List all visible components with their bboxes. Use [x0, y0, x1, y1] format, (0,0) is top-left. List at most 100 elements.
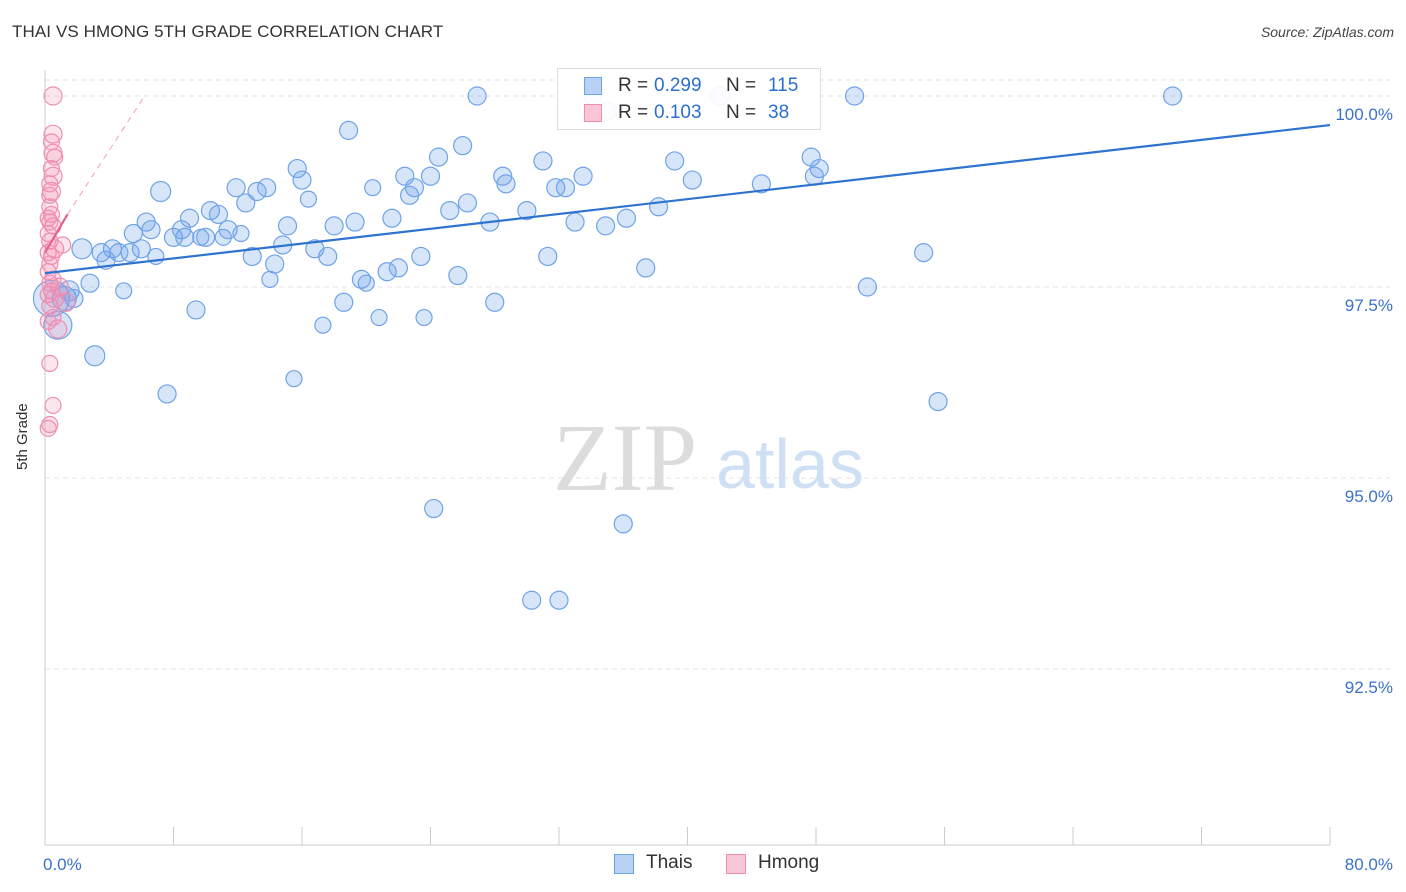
thais-point	[844, 86, 865, 106]
thais-point	[364, 179, 382, 197]
thais-point	[324, 216, 344, 236]
thais-point	[928, 392, 948, 412]
hmong-point	[56, 292, 76, 312]
thais-point	[157, 384, 177, 404]
y-axis-label: 5th Grade	[14, 403, 31, 470]
thais-point	[175, 227, 195, 247]
x-tick-label-max: 80.0%	[1345, 855, 1393, 874]
thais-point	[751, 174, 771, 194]
hmong-n-value: 38	[768, 102, 790, 123]
thais-point	[616, 208, 637, 228]
thais-point	[914, 243, 934, 263]
thais-point	[648, 197, 669, 217]
thais-point	[71, 238, 93, 260]
thais-point	[257, 178, 277, 198]
thais-trend-line	[44, 123, 1331, 275]
hmong-r-value: 0.103	[654, 102, 702, 123]
thais-point	[857, 277, 878, 297]
thais-point	[150, 180, 172, 203]
thais-points	[32, 86, 1183, 610]
y-tick-label: 95.0%	[1345, 487, 1393, 506]
hmong-trend-line	[44, 213, 69, 254]
hmong-point	[44, 396, 62, 415]
thais-point	[1162, 86, 1183, 106]
thais-point	[163, 227, 184, 247]
thais-point	[287, 158, 307, 179]
thais-point	[208, 204, 229, 225]
thais-point	[382, 208, 402, 228]
thais-point	[196, 227, 216, 247]
x-tick-label-min: 0.0%	[43, 855, 82, 874]
trend-lines	[44, 95, 1331, 275]
thais-point	[120, 243, 140, 263]
thais-legend-label: Thais	[646, 852, 693, 873]
thais-point	[546, 178, 566, 198]
hmong-point	[45, 288, 65, 309]
thais-point	[247, 181, 267, 202]
thais-point	[467, 86, 487, 106]
thais-point	[517, 201, 537, 221]
thais-point	[424, 498, 444, 519]
thais-point	[318, 246, 338, 267]
thais-point	[573, 166, 593, 186]
thais-point	[549, 590, 569, 610]
thais-point	[345, 212, 365, 232]
thais-point	[415, 308, 433, 327]
watermark-atlas: atlas	[716, 425, 864, 503]
hmong-point	[41, 354, 59, 372]
source-label: Source: ZipAtlas.com	[1260, 24, 1394, 40]
hmong-legend-swatch	[726, 854, 746, 874]
thais-point	[428, 147, 449, 167]
watermark-zip: ZIP	[553, 404, 697, 511]
thais-r-label: R =	[618, 75, 649, 96]
y-tick-label: 100.0%	[1335, 105, 1393, 124]
thais-point	[131, 239, 151, 259]
thais-point	[522, 590, 542, 610]
thais-point	[179, 208, 200, 228]
hmong-point	[39, 419, 57, 437]
axes	[44, 70, 1331, 846]
tick-labels: 92.5% 95.0% 97.5% 100.0% 0.0% 80.0%	[43, 105, 1393, 874]
y-tick-label: 97.5%	[1345, 296, 1393, 315]
thais-legend-swatch	[614, 854, 634, 874]
thais-point	[115, 282, 133, 300]
thais-point	[84, 345, 106, 367]
hmong-r-label: R =	[618, 102, 649, 123]
thais-point	[232, 224, 250, 243]
thais-point	[404, 178, 425, 198]
thais-point	[538, 246, 558, 267]
thais-point	[457, 193, 478, 213]
hmong-swatch	[584, 104, 602, 122]
thais-point	[292, 170, 312, 190]
thais-point	[109, 243, 129, 263]
thais-point	[334, 292, 354, 312]
thais-point	[338, 120, 359, 140]
thais-point	[277, 216, 298, 236]
hmong-points	[39, 86, 76, 437]
thais-point	[448, 265, 468, 286]
thais-point	[357, 274, 375, 292]
thais-point	[285, 370, 303, 388]
thais-n-value: 115	[768, 75, 799, 96]
thais-point	[485, 292, 505, 312]
thais-point	[242, 246, 262, 267]
thais-point	[226, 178, 246, 198]
thais-point	[265, 254, 285, 274]
stats-legend: R = 0.299 N = 115 R = 0.103 N = 38	[557, 68, 821, 130]
hmong-point	[48, 319, 68, 339]
thais-point	[496, 174, 516, 194]
thais-point	[665, 151, 685, 171]
thais-point	[299, 190, 318, 208]
thais-swatch	[584, 77, 602, 95]
gridlines	[45, 79, 1390, 670]
hmong-n-label: N =	[726, 102, 757, 123]
hmong-point	[39, 312, 57, 330]
thais-point	[555, 178, 576, 198]
thais-point	[420, 166, 441, 186]
thais-point	[682, 170, 702, 190]
thais-point	[809, 158, 829, 179]
thais-point	[314, 316, 332, 334]
y-tick-label: 92.5%	[1345, 678, 1393, 697]
thais-point	[261, 270, 279, 288]
